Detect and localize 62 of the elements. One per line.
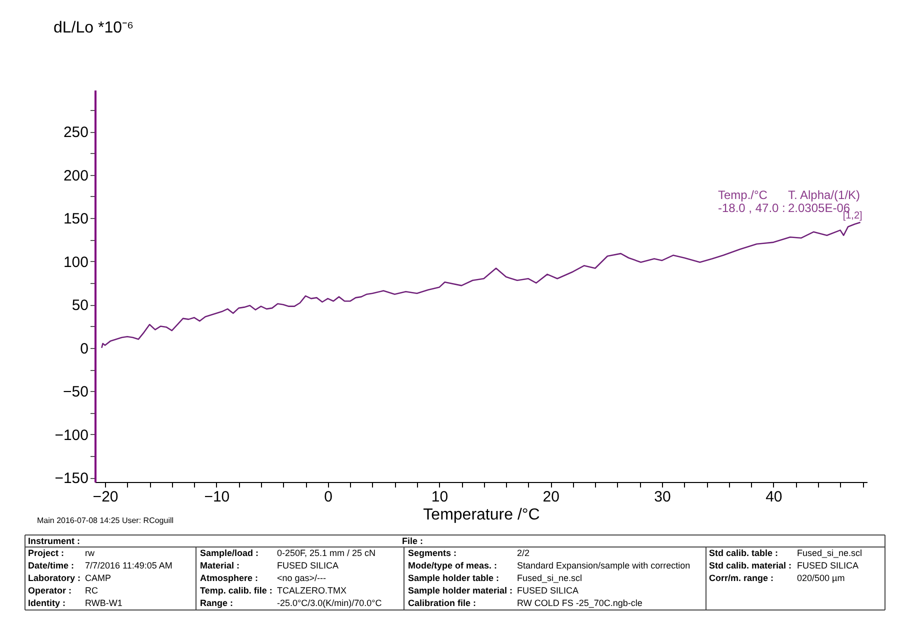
text: 7/7/2016 11:49:05 AM	[85, 560, 172, 570]
text: Project :	[28, 548, 64, 558]
line-series	[101, 222, 861, 349]
text: Laboratory :	[28, 573, 81, 583]
x-tick-label: −10	[204, 488, 230, 506]
text: 2/2	[517, 548, 530, 558]
y-axis-title: dL/Lo *10⁻⁶	[54, 20, 134, 36]
text: Sample holder table :	[408, 573, 500, 583]
text: 020/500 µm	[797, 573, 845, 583]
annotation: T. Alpha/(1/K)	[788, 188, 860, 202]
text: Sample/load :	[200, 548, 259, 558]
text: Material :	[200, 560, 240, 570]
text: Sample holder material :	[408, 586, 513, 596]
text: Operator :	[28, 586, 72, 596]
text: Fused_si_ne.scl	[517, 573, 582, 583]
text: Std calib. table :	[709, 548, 778, 558]
text: FUSED SILICA	[277, 560, 339, 570]
x-tick-label: 20	[542, 488, 560, 506]
x-axis-title: Temperature /°C	[423, 506, 540, 524]
text: Std calib. material :	[709, 560, 792, 570]
text: Main 2016-07-08 14:25 User: RCoguill	[37, 516, 174, 525]
text: RWB-W1	[85, 598, 122, 608]
text: TCALZERO.TMX	[277, 586, 347, 596]
text: Standard Expansion/sample with correction	[517, 560, 690, 570]
text: rw	[85, 548, 95, 558]
annotation: -18.0 , 47.0 :	[718, 201, 786, 215]
x-tick-label: 10	[431, 488, 448, 506]
text: Temp. calib. file :	[200, 586, 272, 596]
annotation: [1,2]	[842, 210, 863, 222]
text: CAMP	[85, 573, 112, 583]
text: 0-250F, 25.1 mm / 25 cN	[277, 548, 376, 558]
text: -25.0°C/3.0(K/min)/70.0°C	[277, 598, 382, 608]
x-tick-label: 30	[654, 488, 671, 506]
text: Calibration file :	[408, 598, 476, 608]
text: FUSED SILICA	[517, 586, 579, 596]
x-tick-label: 0	[324, 488, 332, 506]
text: Date/time :	[28, 560, 74, 570]
x-tick-label: 40	[766, 488, 782, 506]
text: Atmosphere :	[200, 573, 258, 583]
text: File :	[402, 536, 424, 546]
text: Fused_si_ne.scl	[797, 548, 862, 558]
text: Corr/m. range :	[709, 573, 774, 583]
x-tick-label: −20	[92, 488, 118, 506]
y-tick-label: −100	[54, 426, 88, 444]
text: Instrument :	[28, 536, 80, 546]
text: RC	[85, 586, 98, 596]
y-tick-label: 0	[80, 340, 88, 358]
text: Segments :	[408, 548, 457, 558]
text: Range :	[200, 598, 234, 608]
annotation: Temp./°C	[718, 188, 768, 202]
y-tick-label: 50	[72, 297, 88, 314]
text: RW COLD FS -25_70C.ngb-cle	[517, 598, 642, 608]
y-tick-label: −150	[54, 470, 88, 488]
text: Identity :	[28, 598, 66, 608]
y-tick-label: 250	[63, 124, 88, 142]
text: Mode/type of meas. :	[408, 560, 498, 570]
text: FUSED SILICA	[797, 560, 859, 570]
y-tick-label: 150	[63, 210, 88, 228]
y-tick-label: −50	[63, 384, 88, 401]
text: <no gas>/---	[277, 573, 326, 583]
y-tick-label: 200	[63, 167, 88, 184]
y-tick-label: 100	[63, 254, 88, 271]
